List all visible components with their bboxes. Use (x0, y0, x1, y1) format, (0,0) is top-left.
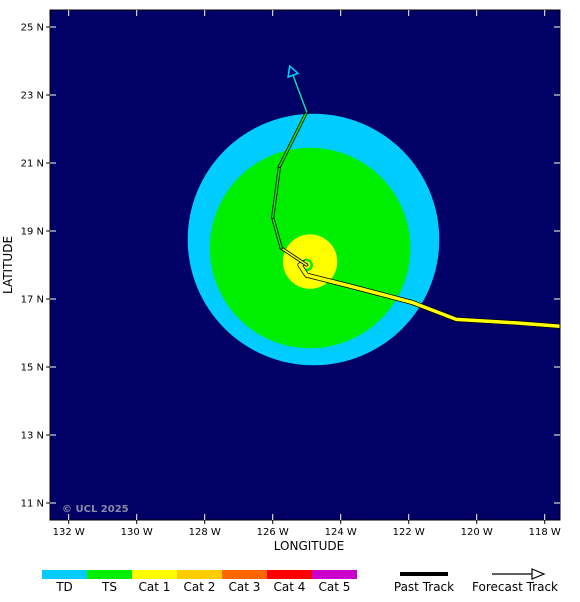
forecast-arrow-icon (531, 568, 546, 580)
past-track-line (298, 260, 560, 328)
x-tick-label: 118 W (529, 527, 561, 538)
legend-swatch-ts (87, 570, 132, 579)
legend-label: Cat 4 (274, 580, 306, 594)
legend-swatch-cat1 (132, 570, 177, 579)
y-tick-label: 19 N (21, 227, 44, 238)
forecast-arrowhead (287, 64, 300, 79)
legend-swatch-cat3 (222, 570, 267, 579)
y-tick-label: 15 N (21, 363, 44, 374)
track-layer (271, 64, 560, 329)
legend-label: Cat 2 (184, 580, 216, 594)
legend-swatch-cat4 (267, 570, 312, 579)
legend-label: Cat 1 (139, 580, 171, 594)
y-tick-label: 25 N (21, 23, 44, 34)
forecast-track-segment (271, 216, 283, 249)
y-tick-label: 23 N (21, 91, 44, 102)
forecast-track-segment (280, 247, 308, 266)
legend-swatch-td (42, 570, 87, 579)
x-tick-label: 130 W (121, 527, 153, 538)
y-tick-label: 21 N (21, 159, 44, 170)
x-axis-label: LONGITUDE (274, 539, 344, 553)
copyright-text: © UCL 2025 (62, 504, 129, 515)
x-tick-label: 126 W (257, 527, 289, 538)
legend-label: TD (55, 580, 73, 594)
x-tick-label: 120 W (461, 527, 493, 538)
wind-field-layer (187, 113, 440, 366)
x-tick-label: 122 W (393, 527, 425, 538)
x-tick-label: 124 W (325, 527, 357, 538)
forecast-track-segment (278, 111, 308, 168)
y-axis-label: LATITUDE (1, 236, 15, 294)
y-tick-label: 11 N (21, 499, 44, 510)
legend-swatch-cat2 (177, 570, 222, 579)
x-tick-label: 128 W (189, 527, 221, 538)
legend-label: Cat 3 (229, 580, 261, 594)
forecast-track-legend-label: Forecast Track (472, 580, 558, 594)
forecast-track-segment (271, 165, 281, 219)
y-tick-label: 17 N (21, 295, 44, 306)
axis-ticks: 132 W 130 W 128 W 126 W 124 W 122 W 120 W 118 W… (21, 10, 561, 538)
y-tick-label: 13 N (21, 431, 44, 442)
legend-label: Cat 5 (319, 580, 351, 594)
past-track-legend-label: Past Track (394, 580, 454, 594)
legend-swatch-cat5 (312, 570, 357, 579)
map-frame (49, 9, 561, 521)
x-tick-label: 132 W (53, 527, 85, 538)
legend-label: TS (101, 580, 117, 594)
legend: TD TS Cat 1 Cat 2 Cat 3 Cat 4 Cat 5 Past Track F… (42, 568, 558, 594)
